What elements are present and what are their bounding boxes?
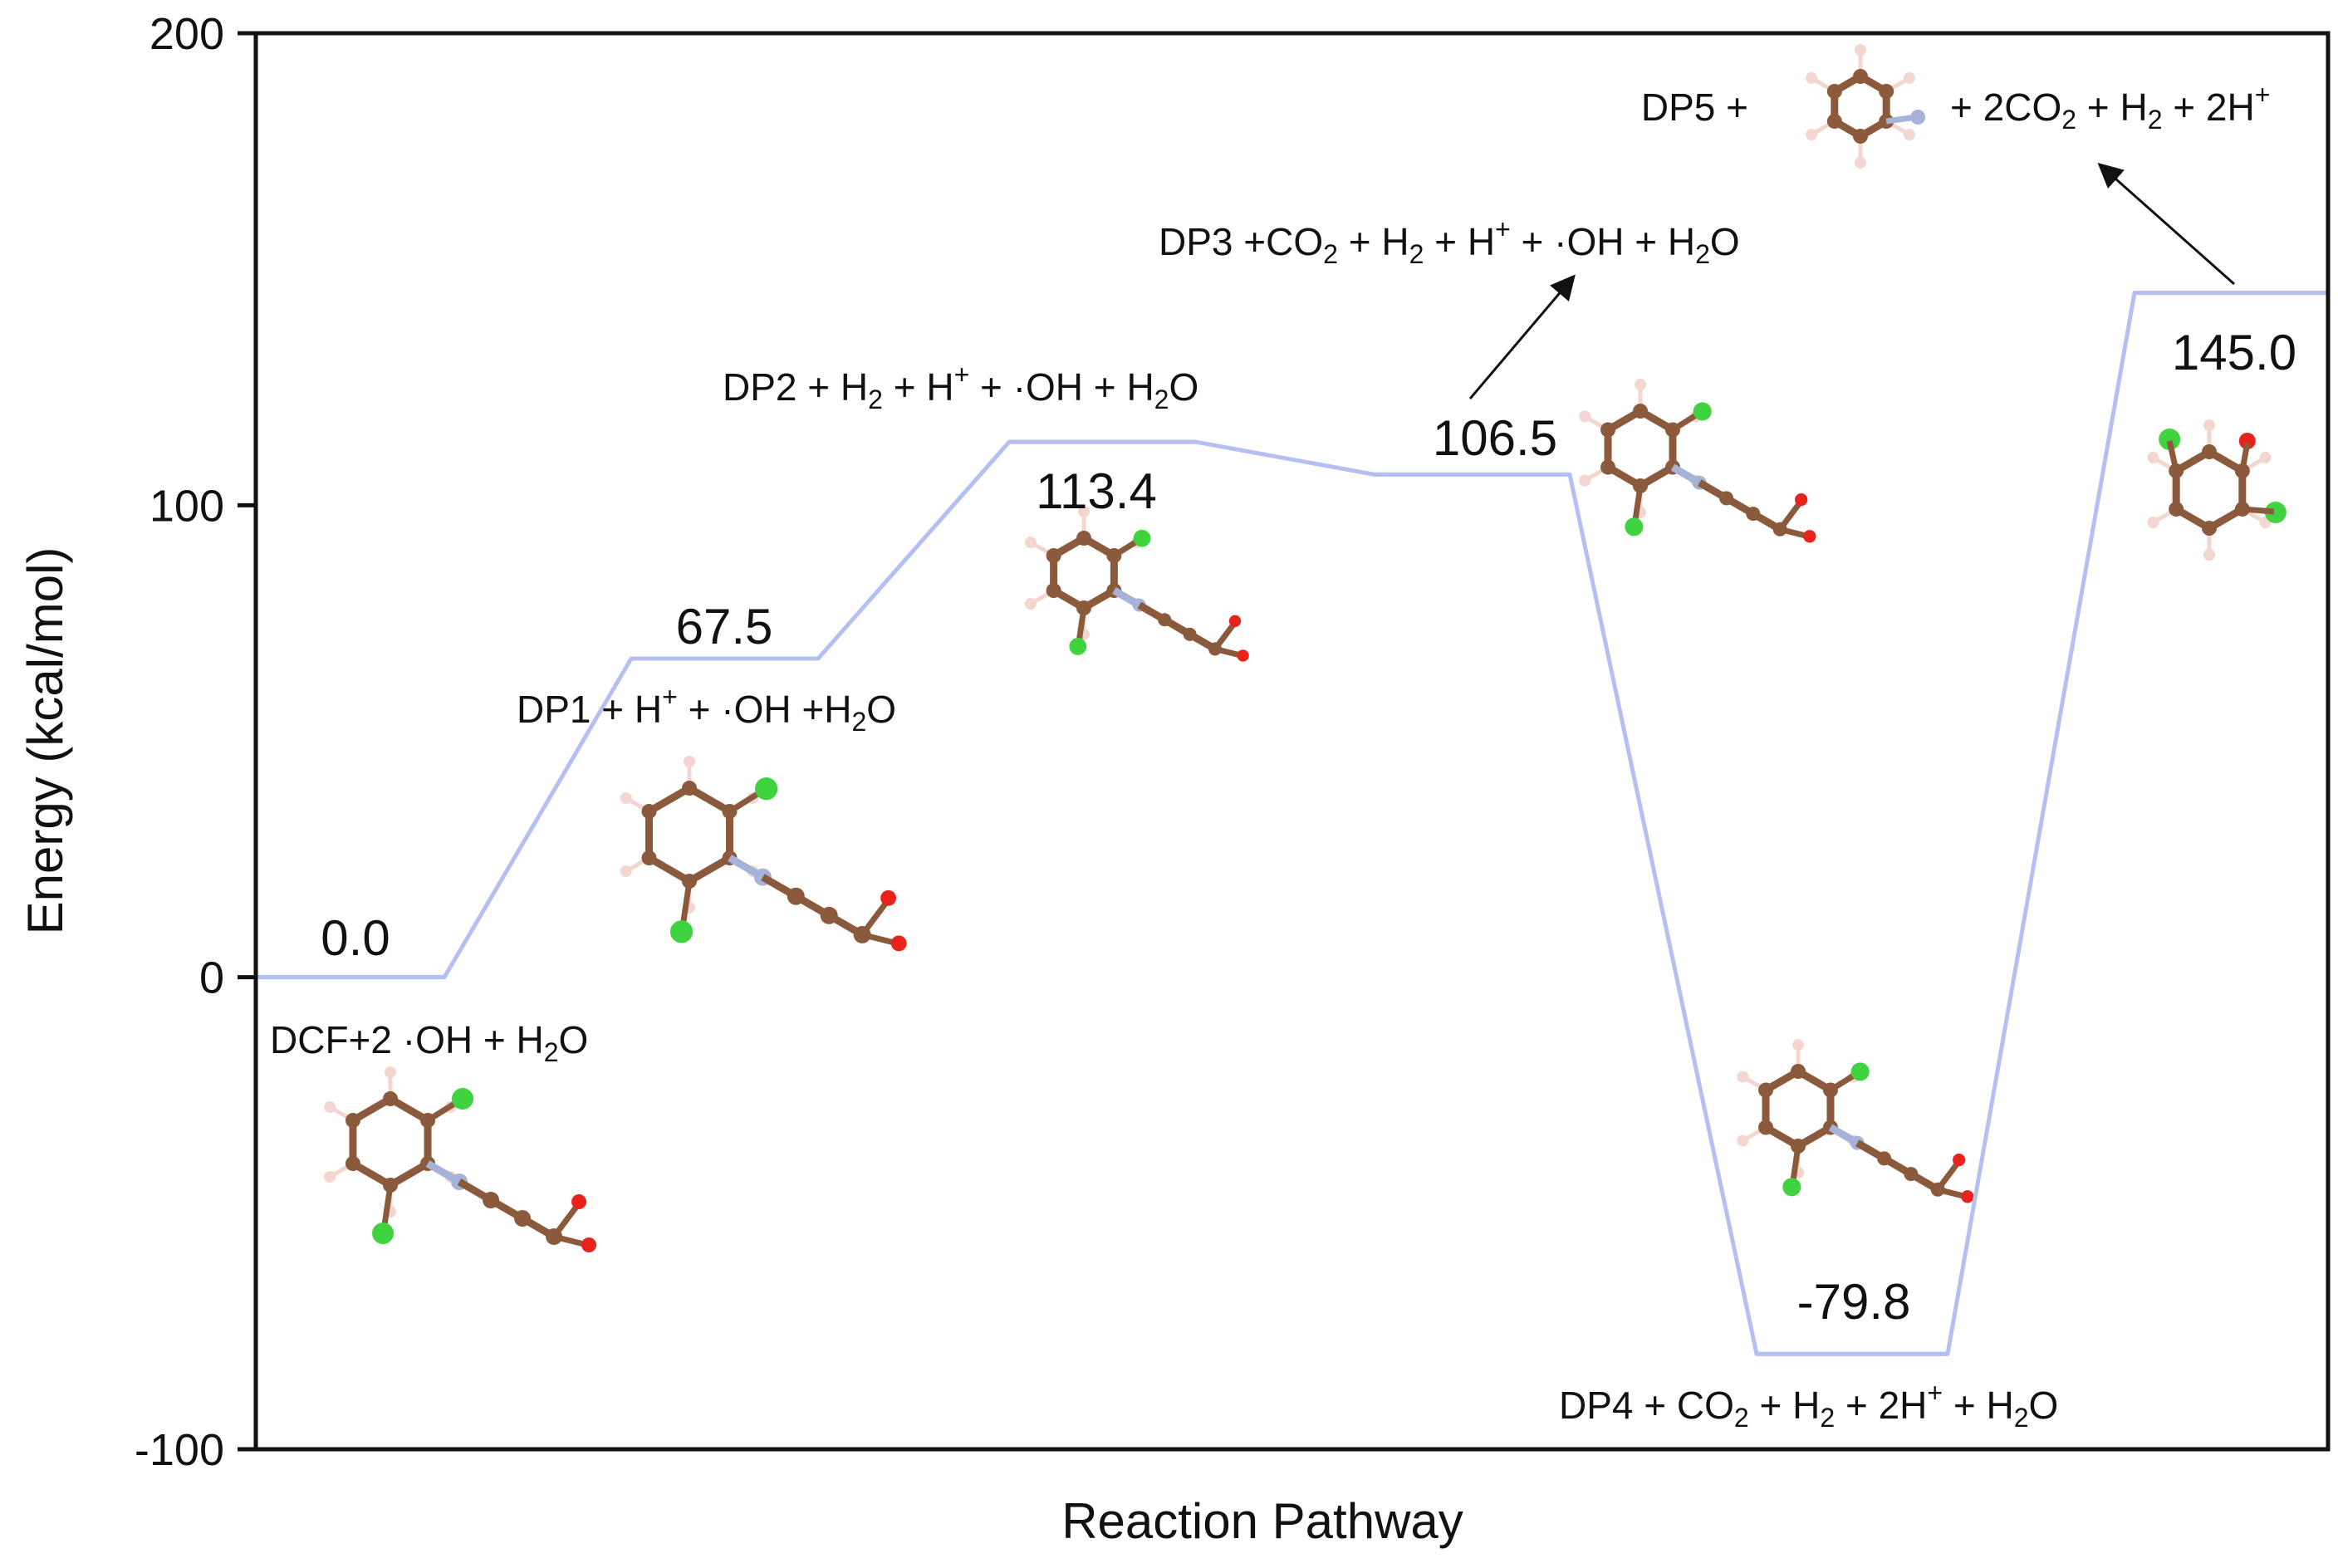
arrow-dp3 bbox=[1468, 274, 1576, 399]
molecule-dp3 bbox=[1579, 379, 1816, 543]
value-labels: 0.0 67.5 113.4 106.5 -79.8 145.0 bbox=[321, 325, 2296, 1330]
y-tick-label: -100 bbox=[135, 1425, 224, 1475]
data-label: 0.0 bbox=[321, 910, 390, 966]
species-label-1: DP1 + H+​ + ·OH +H2​O bbox=[517, 682, 896, 737]
energy-profile bbox=[256, 291, 2328, 1356]
species-label-4: DP4 + CO2​ + H2​ + 2H+​ + H2​O bbox=[1559, 1378, 2058, 1433]
species-label-0: DCF+2 ·OH + H2​O bbox=[270, 1018, 588, 1067]
data-label: 145.0 bbox=[2172, 325, 2296, 380]
y-axis-title: Energy (kcal/mol) bbox=[17, 547, 73, 935]
data-label: -79.8 bbox=[1797, 1274, 1911, 1330]
series-line bbox=[256, 291, 2328, 1356]
data-label: 67.5 bbox=[676, 599, 773, 654]
y-axis: -100 0 100 200 bbox=[135, 9, 256, 1475]
data-label: 106.5 bbox=[1433, 410, 1557, 466]
y-tick-label: 100 bbox=[149, 481, 224, 531]
molecule-dp5-inline bbox=[1806, 44, 1926, 169]
data-label: 113.4 bbox=[1036, 463, 1157, 519]
species-label-5-suffix: + 2CO2​ + H2​ + 2H+​ bbox=[1950, 80, 2270, 135]
molecule-structures bbox=[324, 44, 2287, 1252]
molecule-dp1 bbox=[620, 756, 907, 952]
plot-frame bbox=[253, 31, 2331, 1452]
arrow-dp5 bbox=[2097, 163, 2235, 286]
species-label-3: DP3 +CO2​ + H2​ + H+​ + ·OH + H2​O bbox=[1159, 214, 1740, 269]
species-labels: DCF+2 ·OH + H2​O DP1 + H+​ + ·OH +H2​O DP2… bbox=[270, 80, 2270, 1433]
species-label-5: DP5 + bbox=[1641, 86, 1748, 129]
molecule-dp4 bbox=[1737, 1039, 1974, 1203]
y-tick-label: 200 bbox=[149, 9, 224, 59]
molecule-dp2 bbox=[1024, 506, 1249, 662]
x-axis-title: Reaction Pathway bbox=[1061, 1493, 1463, 1549]
molecule-dp5 bbox=[2147, 419, 2287, 561]
arrows bbox=[1468, 163, 2235, 399]
species-label-2: DP2 + H2​ + H+​ + ·OH + H2​O bbox=[723, 360, 1198, 414]
y-tick-label: 0 bbox=[199, 953, 224, 1003]
molecule-dcf bbox=[324, 1066, 597, 1252]
